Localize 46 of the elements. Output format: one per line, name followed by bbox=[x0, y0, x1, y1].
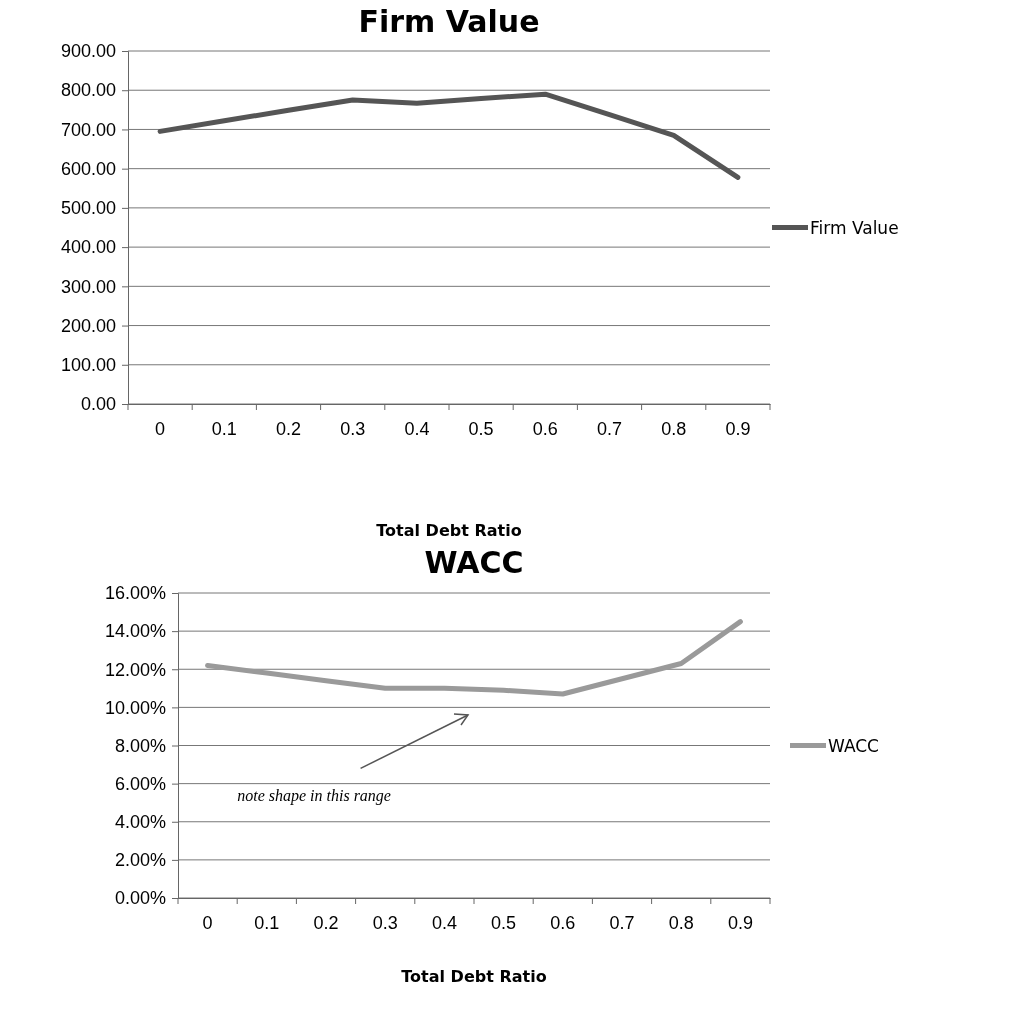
x-tick-label: 0.1 bbox=[254, 912, 280, 933]
y-tick-label: 400.00 bbox=[60, 237, 116, 258]
y-tick-label: 700.00 bbox=[60, 119, 116, 140]
x-tick-label: 0.9 bbox=[727, 912, 753, 933]
x-tick-label: 0.1 bbox=[211, 418, 237, 439]
x-tick-label: 0.6 bbox=[550, 912, 576, 933]
x-tick-label: 0.4 bbox=[404, 418, 430, 439]
y-tick-label: 300.00 bbox=[60, 276, 116, 297]
chart-title: Firm Value bbox=[358, 4, 540, 39]
x-tick-label: 0.7 bbox=[596, 418, 623, 439]
x-tick-label: 0.3 bbox=[372, 912, 398, 933]
x-tick-label: 0.5 bbox=[468, 418, 494, 439]
x-tick-label: 0.7 bbox=[609, 912, 635, 933]
y-tick-label: 16.00% bbox=[104, 583, 166, 604]
y-tick-label: 200.00 bbox=[60, 315, 116, 336]
y-tick-label: 500.00 bbox=[60, 198, 116, 219]
y-tick-label: 100.00 bbox=[60, 355, 116, 376]
x-tick-label: 0.4 bbox=[431, 912, 457, 933]
x-tick-label: 0.2 bbox=[313, 912, 339, 933]
y-tick-label: 800.00 bbox=[60, 80, 116, 101]
x-tick-label: 0.3 bbox=[340, 418, 366, 439]
x-tick-label: 0.9 bbox=[725, 418, 751, 439]
y-tick-label: 900.00 bbox=[60, 41, 116, 62]
x-axis-title: Total Debt Ratio bbox=[376, 521, 522, 540]
legend-label: WACC bbox=[828, 735, 879, 756]
annotation: note shape in this range bbox=[237, 786, 391, 805]
legend-label: Firm Value bbox=[810, 217, 899, 238]
x-tick-label: 0.5 bbox=[491, 912, 517, 933]
chart-title: WACC bbox=[424, 545, 524, 580]
x-tick-label: 0.6 bbox=[532, 418, 558, 439]
y-tick-label: 6.00% bbox=[114, 773, 166, 794]
y-tick-label: 14.00% bbox=[104, 621, 166, 642]
y-tick-label: 12.00% bbox=[104, 659, 166, 680]
y-tick-label: 600.00 bbox=[60, 158, 116, 179]
y-tick-label: 2.00% bbox=[114, 850, 166, 871]
x-tick-label: 0 bbox=[155, 418, 166, 439]
y-tick-label: 10.00% bbox=[104, 697, 166, 718]
x-tick-label: 0 bbox=[202, 912, 213, 933]
y-tick-label: 0.00% bbox=[114, 888, 166, 909]
y-tick-label: 8.00% bbox=[114, 735, 166, 756]
y-tick-label: 4.00% bbox=[114, 812, 166, 833]
y-tick-label: 0.00 bbox=[80, 394, 116, 415]
x-tick-label: 0.8 bbox=[668, 912, 694, 933]
x-tick-label: 0.2 bbox=[275, 418, 302, 439]
x-axis-title: Total Debt Ratio bbox=[401, 967, 547, 986]
x-tick-label: 0.8 bbox=[661, 418, 687, 439]
